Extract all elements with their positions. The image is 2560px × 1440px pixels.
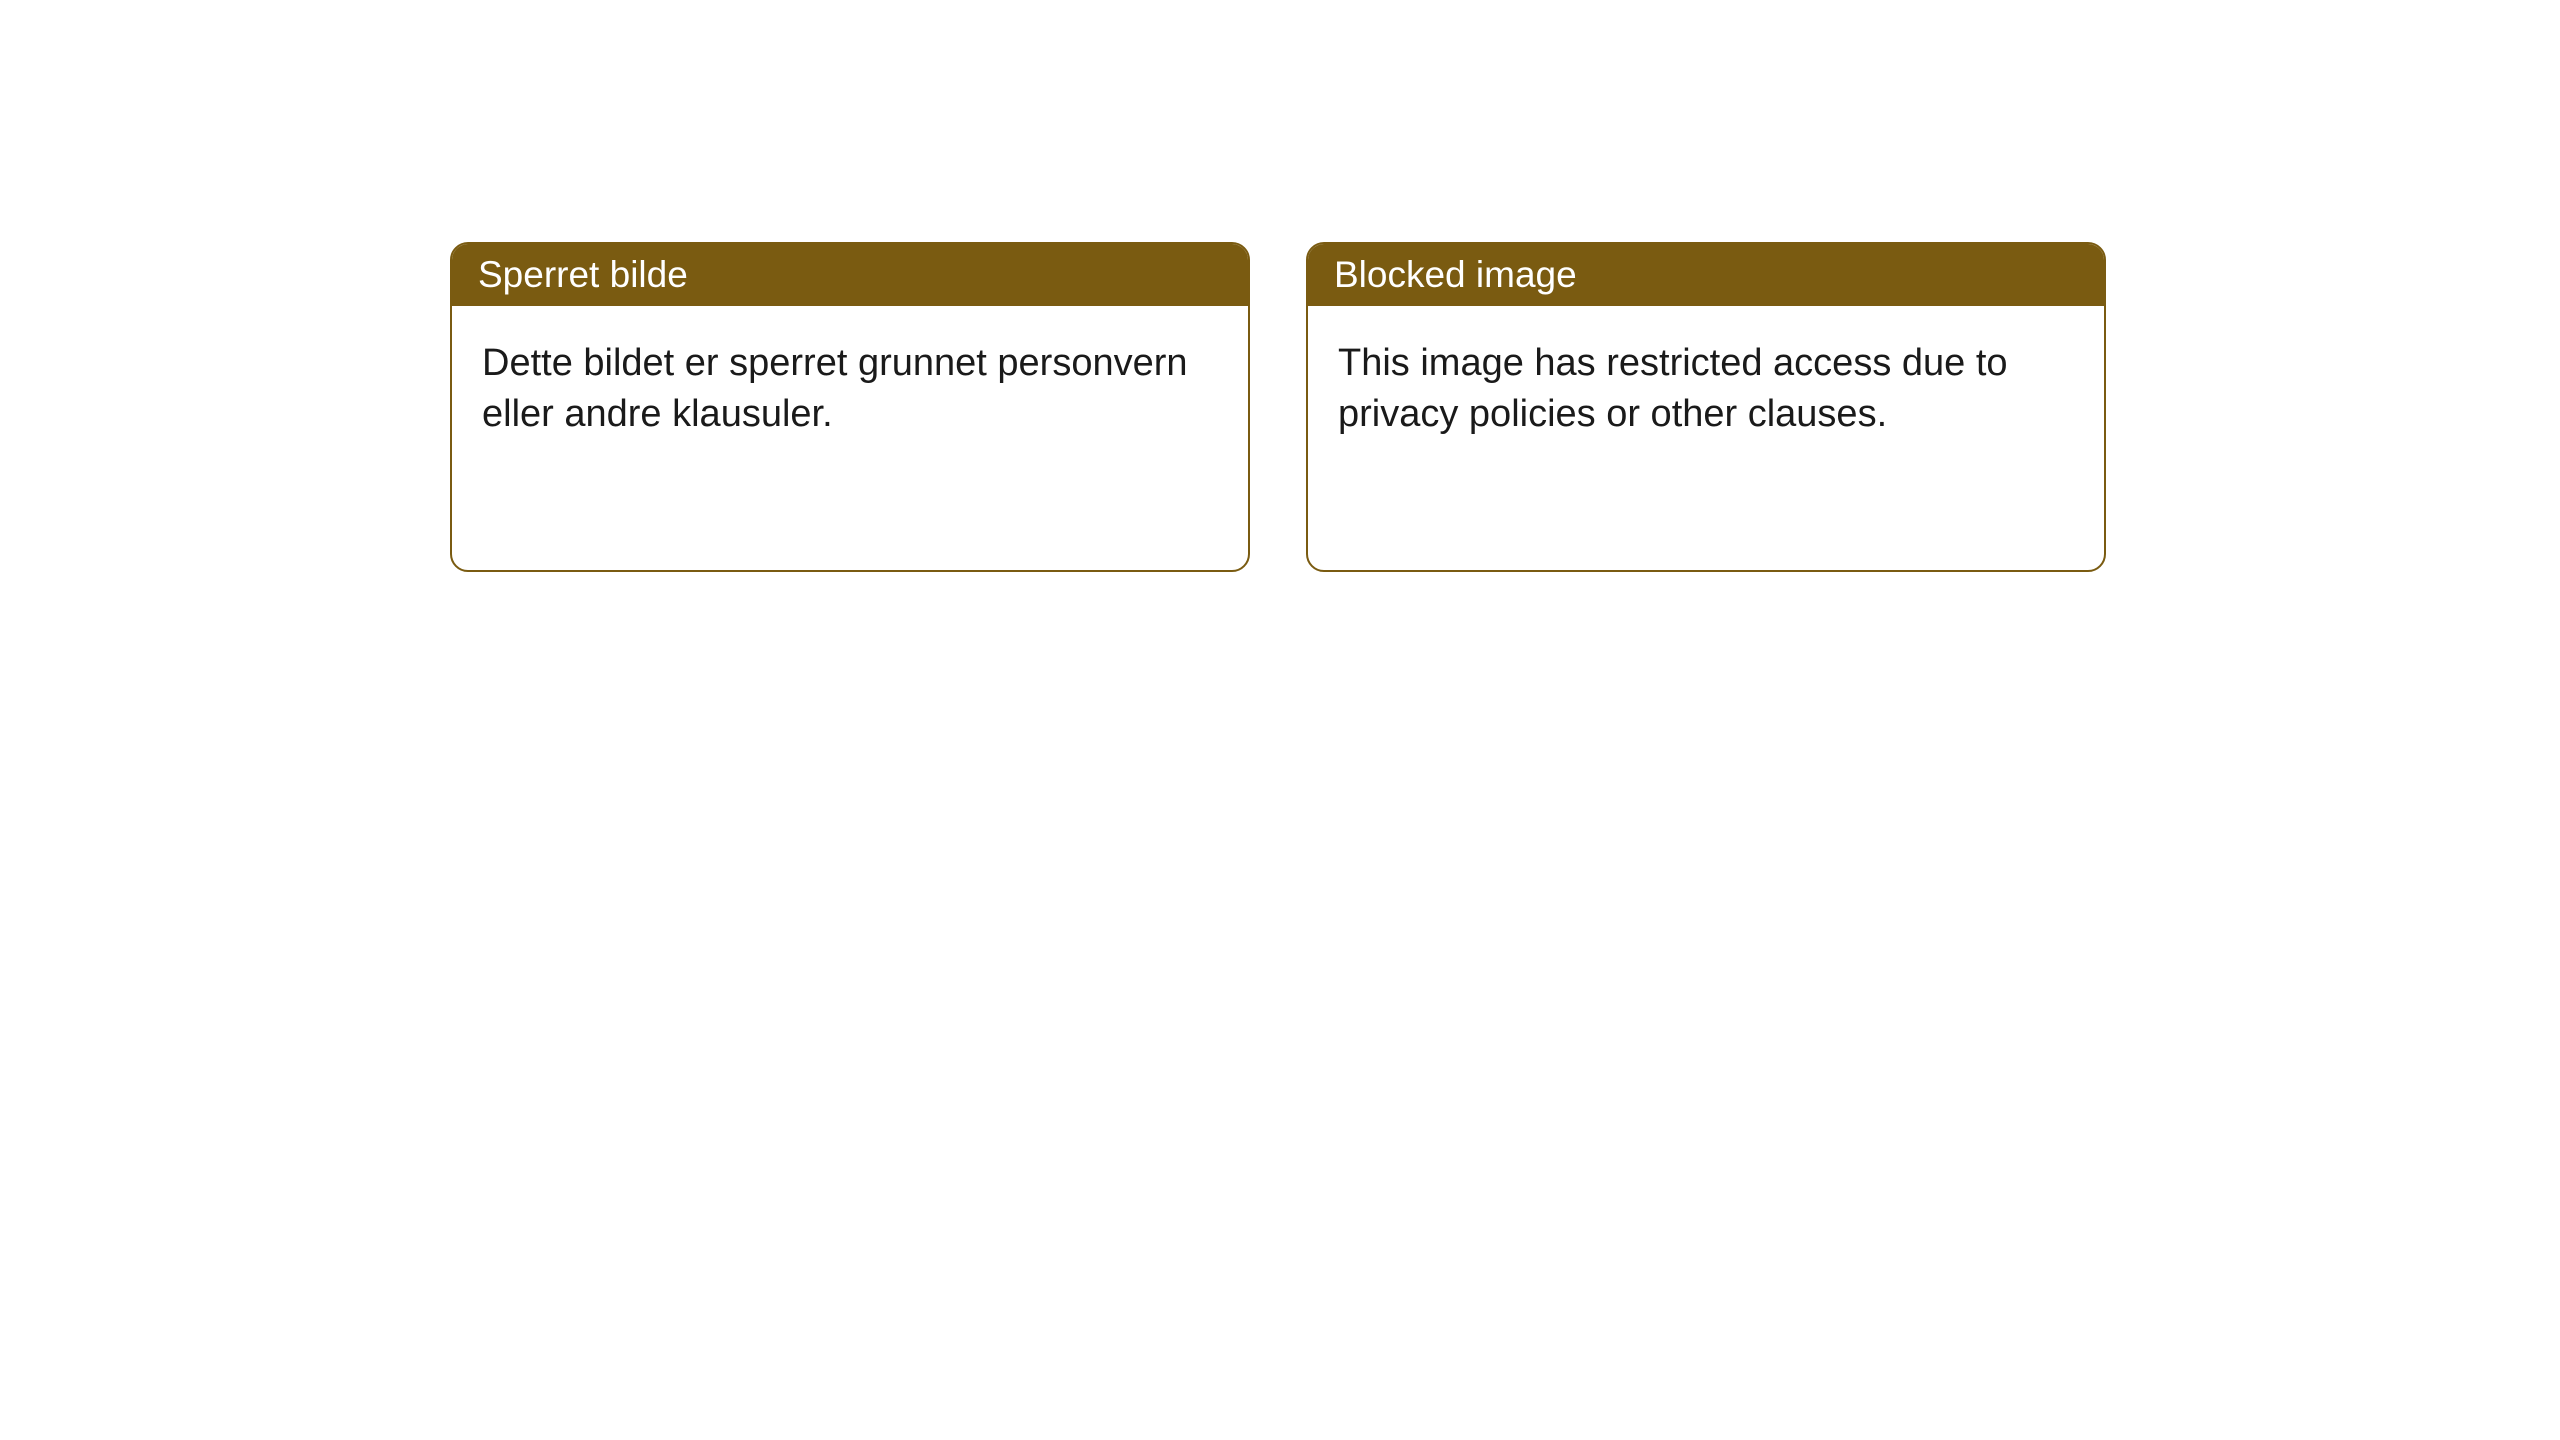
notice-box-norwegian: Sperret bilde Dette bildet er sperret gr… (450, 242, 1250, 572)
notice-body-text: Dette bildet er sperret grunnet personve… (482, 342, 1188, 435)
notice-body: This image has restricted access due to … (1308, 306, 2104, 473)
notice-header: Blocked image (1308, 244, 2104, 306)
notice-title: Blocked image (1334, 254, 1577, 295)
notice-body: Dette bildet er sperret grunnet personve… (452, 306, 1248, 473)
notice-box-english: Blocked image This image has restricted … (1306, 242, 2106, 572)
notice-container: Sperret bilde Dette bildet er sperret gr… (0, 0, 2560, 572)
notice-title: Sperret bilde (478, 254, 688, 295)
notice-header: Sperret bilde (452, 244, 1248, 306)
notice-body-text: This image has restricted access due to … (1338, 342, 2008, 435)
